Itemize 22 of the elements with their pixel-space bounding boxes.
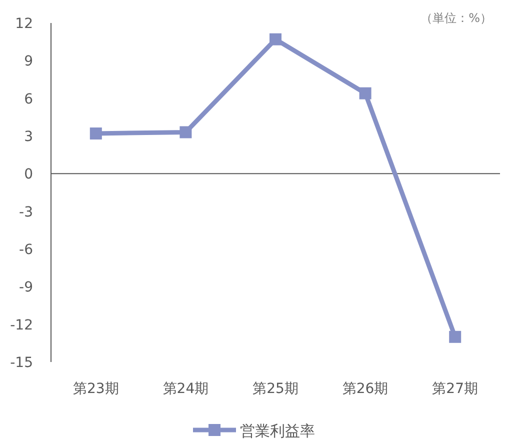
annotation: （単位：%） [420, 11, 492, 25]
y-tick-label: -9 [19, 280, 33, 296]
y-tick-label: 3 [24, 129, 33, 145]
y-tick-label: 12 [15, 16, 33, 32]
x-tick-label: 第27期 [432, 381, 478, 397]
legend-label: 営業利益率 [240, 422, 315, 440]
y-tick-label: -3 [19, 204, 33, 220]
x-tick-label: 第24期 [162, 381, 209, 397]
x-tick-label: 第25期 [252, 381, 298, 397]
point [270, 33, 282, 46]
point [359, 87, 372, 100]
point [449, 330, 462, 343]
y-tick-label: 9 [24, 54, 33, 70]
y-tick-label: -12 [10, 317, 33, 334]
x-tick-label: 第26期 [342, 381, 388, 397]
y-tick-label: -6 [19, 242, 34, 258]
point [90, 127, 102, 140]
y-tick-label: 6 [24, 91, 34, 108]
y-tick-label: 0 [24, 166, 33, 183]
x-tick-label: 第23期 [72, 381, 119, 397]
y-tick-label: -15 [10, 355, 33, 371]
point [180, 126, 192, 138]
